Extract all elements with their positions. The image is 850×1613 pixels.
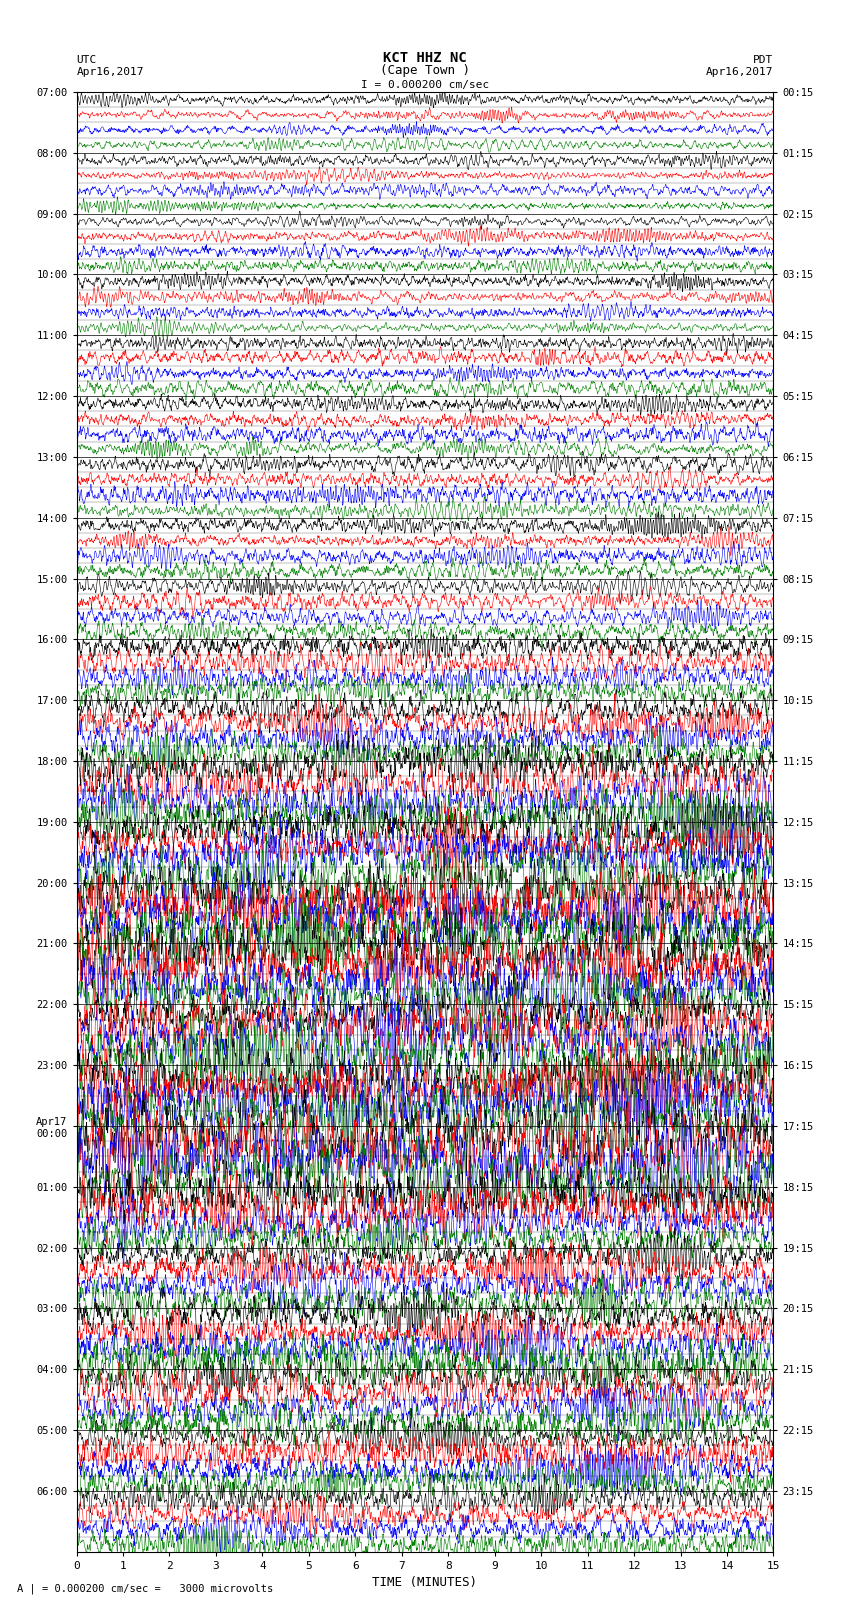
Text: Apr16,2017: Apr16,2017 [76, 68, 144, 77]
Text: PDT: PDT [753, 55, 774, 65]
Text: (Cape Town ): (Cape Town ) [380, 65, 470, 77]
Text: Apr16,2017: Apr16,2017 [706, 68, 774, 77]
Text: I = 0.000200 cm/sec: I = 0.000200 cm/sec [361, 81, 489, 90]
Text: A | = 0.000200 cm/sec =   3000 microvolts: A | = 0.000200 cm/sec = 3000 microvolts [17, 1584, 273, 1594]
Text: KCT HHZ NC: KCT HHZ NC [383, 50, 467, 65]
X-axis label: TIME (MINUTES): TIME (MINUTES) [372, 1576, 478, 1589]
Text: UTC: UTC [76, 55, 97, 65]
